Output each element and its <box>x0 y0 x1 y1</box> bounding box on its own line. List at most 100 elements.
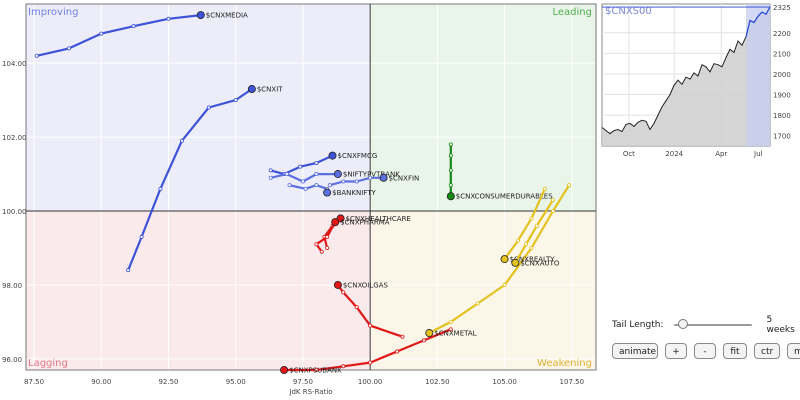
tail-point <box>448 142 453 147</box>
tail-point <box>131 24 136 29</box>
y-tick-label: 98.00 <box>2 282 22 290</box>
mini-price-line <box>601 36 747 135</box>
x-tick-label: 97.50 <box>293 378 313 386</box>
tail-point <box>126 268 131 273</box>
tail-point <box>319 249 324 254</box>
tail-point <box>284 172 289 177</box>
control-buttons: animate + - fit ctr max <box>612 343 800 359</box>
tail-point <box>206 105 211 110</box>
head-point <box>511 258 520 267</box>
tail-line <box>35 14 202 57</box>
tail-point <box>139 234 144 239</box>
zoom-in-button[interactable]: + <box>665 343 687 359</box>
tail-length-row: Tail Length: 5 weeks <box>612 315 800 335</box>
series-label: $CNXPSUBANK <box>289 367 342 375</box>
tail-point <box>567 183 572 188</box>
series-label: $NIFTYPVTBANK <box>343 171 400 179</box>
quadrant-label-lagging: Lagging <box>28 358 68 369</box>
tail-line <box>315 221 337 253</box>
y-tick-label: 104.00 <box>2 60 27 68</box>
tail-point <box>475 301 480 306</box>
x-tick-label: 102.50 <box>425 378 450 386</box>
tail-point <box>303 186 308 191</box>
series-label: $CNXOILGAS <box>343 281 389 289</box>
x-axis-label: JdK RS-Ratio <box>288 388 332 396</box>
mini-title: $CNXS00 <box>605 6 652 17</box>
quadrant-label-improving: Improving <box>28 7 78 18</box>
tail-point <box>400 334 405 339</box>
tail-length-slider[interactable] <box>673 319 753 331</box>
head-point <box>379 173 388 182</box>
tail-point <box>550 209 555 214</box>
tail-point <box>448 319 453 324</box>
head-point <box>333 280 342 289</box>
x-tick-label: 90.00 <box>91 378 111 386</box>
mini-x-tick: Jul <box>753 150 763 158</box>
mini-y-tick: 2000 <box>773 71 791 79</box>
mini-y-tick: 1900 <box>773 92 791 100</box>
slider-track <box>673 324 753 326</box>
head-point <box>247 85 256 94</box>
head-point <box>323 188 332 197</box>
mini-x-tick: Apr <box>715 150 727 158</box>
series-label: $CNXIT <box>257 86 283 94</box>
tail-point <box>325 234 330 239</box>
tail-point <box>550 197 555 202</box>
tail-point <box>287 183 292 188</box>
quadrant-improving <box>26 4 371 212</box>
tail-point <box>166 16 171 21</box>
series-label: $CNXHEALTHCARE <box>346 215 411 223</box>
fit-button[interactable]: fit <box>723 343 747 359</box>
tail-point <box>99 31 104 36</box>
tail-point <box>542 186 547 191</box>
tail-point <box>325 245 330 250</box>
head-point <box>196 11 205 20</box>
head-point <box>446 192 455 201</box>
mini-y-tick: 2100 <box>773 50 791 58</box>
x-tick-label: 87.50 <box>24 378 44 386</box>
slider-knob[interactable] <box>677 319 688 329</box>
series-label: $CNXMETAL <box>434 330 476 338</box>
y-tick-label: 100.00 <box>2 208 27 216</box>
head-point <box>500 255 509 264</box>
series-label: $CNXPHARMA <box>340 219 390 227</box>
quadrant-label-weakening: Weakening <box>537 358 592 369</box>
tail-point <box>354 305 359 310</box>
quadrant-leading <box>370 4 596 212</box>
tail-point <box>314 160 319 165</box>
tail-line <box>514 198 555 264</box>
tail-point <box>314 172 319 177</box>
tail-point <box>158 186 163 191</box>
rrg-controls: Tail Length: 5 weeks animate + - fit ctr… <box>612 315 800 359</box>
tail-point <box>534 223 539 228</box>
tail-point <box>341 364 346 369</box>
tail-point <box>529 216 534 221</box>
mini-y-tick: 2325 <box>773 4 791 12</box>
zoom-out-button[interactable]: - <box>694 343 716 359</box>
quadrant-lagging <box>26 211 371 370</box>
tail-point <box>268 168 273 173</box>
head-point <box>280 365 289 374</box>
x-tick-label: 100.00 <box>358 378 383 386</box>
tail-point <box>421 338 426 343</box>
tail-point <box>233 98 238 103</box>
rrg-chart: 87.50 90.00 92.50 95.00 97.50 100.00 102.50 105… <box>2 3 597 396</box>
series-label: $CNXREALTY <box>510 256 556 264</box>
mini-y-tick: 1800 <box>773 112 791 120</box>
tail-point <box>341 179 346 184</box>
tail-point <box>300 179 305 184</box>
tail-point <box>314 183 319 188</box>
tail-point <box>354 179 359 184</box>
tail-point <box>448 327 453 332</box>
x-tick-label: 105.00 <box>492 378 517 386</box>
head-point <box>333 170 342 179</box>
y-tick-label: 102.00 <box>2 134 27 142</box>
mini-y-tick: 1700 <box>773 133 791 141</box>
tail-length-value: 5 weeks <box>766 315 795 335</box>
animate-button[interactable]: animate <box>612 343 658 359</box>
quadrant-weakening <box>370 211 596 370</box>
series-label: $CNXAUTO <box>520 259 560 267</box>
max-button[interactable]: max <box>787 343 800 359</box>
center-button[interactable]: ctr <box>754 343 780 359</box>
mini-x-tick: Oct <box>623 150 635 158</box>
